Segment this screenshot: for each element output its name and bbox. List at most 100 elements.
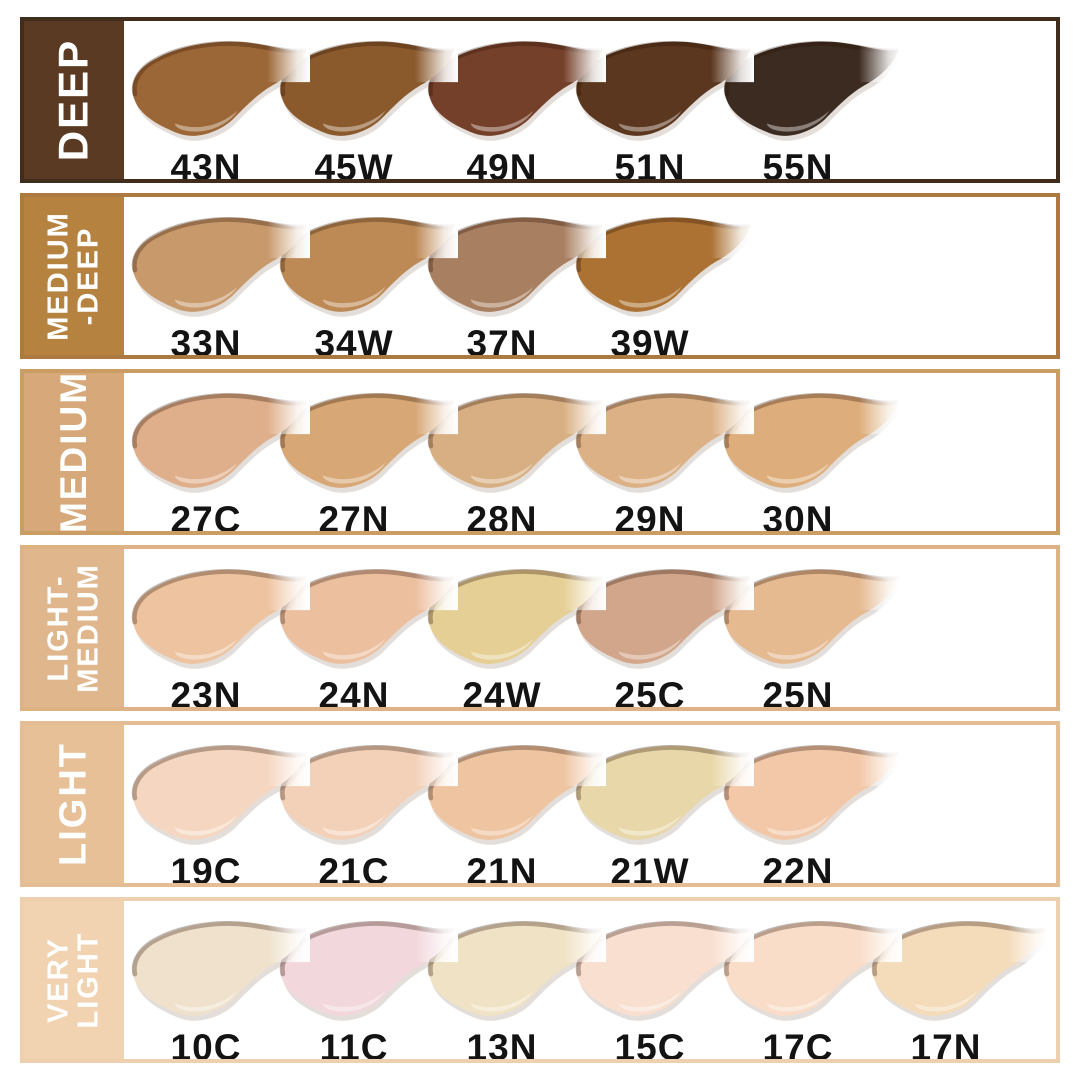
foundation-swatch-smear-icon [723, 737, 902, 845]
swatch-item: 27C [131, 373, 310, 531]
category-label-line: LIGHT [72, 931, 104, 1029]
swatch-item: 45W [279, 21, 458, 179]
foundation-swatch-smear-icon [723, 385, 902, 493]
foundation-swatch-smear-icon [279, 913, 458, 1021]
foundation-swatch-smear-icon [427, 385, 606, 493]
shade-code-label: 13N [466, 1027, 538, 1059]
category-label: DEEP [50, 39, 97, 161]
swatch-item: 51N [575, 21, 754, 179]
swatch-item: 19C [131, 725, 310, 883]
swatch-item: 22N [723, 725, 902, 883]
shade-code-label: 45W [314, 147, 394, 179]
swatch-area: 19C 21C 21N 21W [124, 725, 1056, 883]
swatch-item: 28N [427, 373, 606, 531]
shade-code-label: 15C [614, 1027, 686, 1059]
foundation-swatch-smear-icon [131, 33, 310, 141]
foundation-swatch-smear-icon [575, 385, 754, 493]
foundation-swatch-smear-icon [723, 913, 902, 1021]
shade-code-label: 43N [170, 147, 242, 179]
shade-code-label: 55N [762, 147, 834, 179]
swatch-area: 10C 11C 13N 15C [124, 901, 1056, 1059]
shade-row-light: LIGHT 19C 21C 21N [20, 721, 1060, 887]
swatch-item: 33N [131, 197, 310, 355]
foundation-swatch-smear-icon [131, 561, 310, 669]
shade-code-label: 19C [170, 851, 242, 883]
shade-code-label: 34W [314, 323, 394, 355]
category-label-line: MEDIUM [42, 211, 75, 341]
swatch-item: 39W [575, 197, 754, 355]
category-label-line: -DEEP [72, 226, 104, 326]
shade-code-label: 27N [318, 499, 390, 531]
category-label-line: LIGHT [52, 742, 95, 866]
swatch-item: 25C [575, 549, 754, 707]
shade-code-label: 49N [466, 147, 538, 179]
foundation-swatch-smear-icon [575, 913, 754, 1021]
shade-code-label: 30N [762, 499, 834, 531]
foundation-swatch-smear-icon [427, 209, 606, 317]
swatch-item: 27N [279, 373, 458, 531]
shade-code-label: 25C [614, 675, 686, 707]
shade-code-label: 22N [762, 851, 834, 883]
swatch-item: 15C [575, 901, 754, 1059]
foundation-swatch-smear-icon [427, 33, 606, 141]
category-sidebar: MEDIUM -DEEP [24, 197, 124, 355]
shade-code-label: 21N [466, 851, 538, 883]
shade-code-label: 21C [318, 851, 390, 883]
category-label-line: MEDIUM [53, 370, 95, 534]
category-label: MEDIUM -DEEP [42, 211, 104, 341]
shade-code-label: 39W [610, 323, 690, 355]
shade-code-label: 10C [170, 1027, 242, 1059]
swatch-item: 24N [279, 549, 458, 707]
category-sidebar: DEEP [24, 21, 124, 179]
foundation-swatch-smear-icon [871, 913, 1050, 1021]
category-label: LIGHT [52, 742, 95, 866]
swatch-item: 11C [279, 901, 458, 1059]
foundation-swatch-smear-icon [723, 561, 902, 669]
category-sidebar: LIGHT [24, 725, 124, 883]
swatch-item: 13N [427, 901, 606, 1059]
swatch-item: 49N [427, 21, 606, 179]
category-label: VERY LIGHT [42, 931, 104, 1029]
shade-row-medium-deep: MEDIUM -DEEP 33N 34W 37N [20, 193, 1060, 359]
shade-code-label: 21W [610, 851, 690, 883]
shade-code-label: 28N [466, 499, 538, 531]
shade-code-label: 51N [614, 147, 686, 179]
shade-code-label: 23N [170, 675, 242, 707]
category-label-line: VERY [42, 937, 75, 1023]
shade-code-label: 25N [762, 675, 834, 707]
shade-code-label: 11C [319, 1027, 389, 1059]
category-label-line: LIGHT- [42, 574, 75, 682]
swatch-item: 21N [427, 725, 606, 883]
swatch-item: 55N [723, 21, 902, 179]
swatch-area: 33N 34W 37N 39W [124, 197, 1056, 355]
shade-code-label: 29N [614, 499, 686, 531]
swatch-item: 25N [723, 549, 902, 707]
swatch-area: 23N 24N 24W 25C [124, 549, 1056, 707]
foundation-swatch-smear-icon [575, 737, 754, 845]
category-sidebar: LIGHT- MEDIUM [24, 549, 124, 707]
shade-row-light-medium: LIGHT- MEDIUM 23N 24N 24W [20, 545, 1060, 711]
foundation-swatch-smear-icon [131, 737, 310, 845]
foundation-swatch-smear-icon [279, 385, 458, 493]
shade-code-label: 33N [170, 323, 242, 355]
shade-code-label: 24W [462, 675, 542, 707]
foundation-swatch-smear-icon [575, 561, 754, 669]
swatch-item: 17C [723, 901, 902, 1059]
foundation-swatch-smear-icon [279, 561, 458, 669]
foundation-swatch-smear-icon [427, 913, 606, 1021]
foundation-swatch-smear-icon [131, 385, 310, 493]
swatch-item: 23N [131, 549, 310, 707]
shade-code-label: 27C [170, 499, 242, 531]
swatch-area: 43N 45W 49N 51N [124, 21, 1056, 179]
swatch-item: 30N [723, 373, 902, 531]
shade-code-label: 24N [318, 675, 390, 707]
foundation-swatch-smear-icon [427, 737, 606, 845]
foundation-swatch-smear-icon [723, 33, 902, 141]
category-label: MEDIUM [53, 370, 95, 534]
category-label: LIGHT- MEDIUM [42, 563, 104, 693]
swatch-item: 10C [131, 901, 310, 1059]
foundation-swatch-smear-icon [131, 209, 310, 317]
swatch-item: 21W [575, 725, 754, 883]
foundation-swatch-smear-icon [575, 209, 754, 317]
